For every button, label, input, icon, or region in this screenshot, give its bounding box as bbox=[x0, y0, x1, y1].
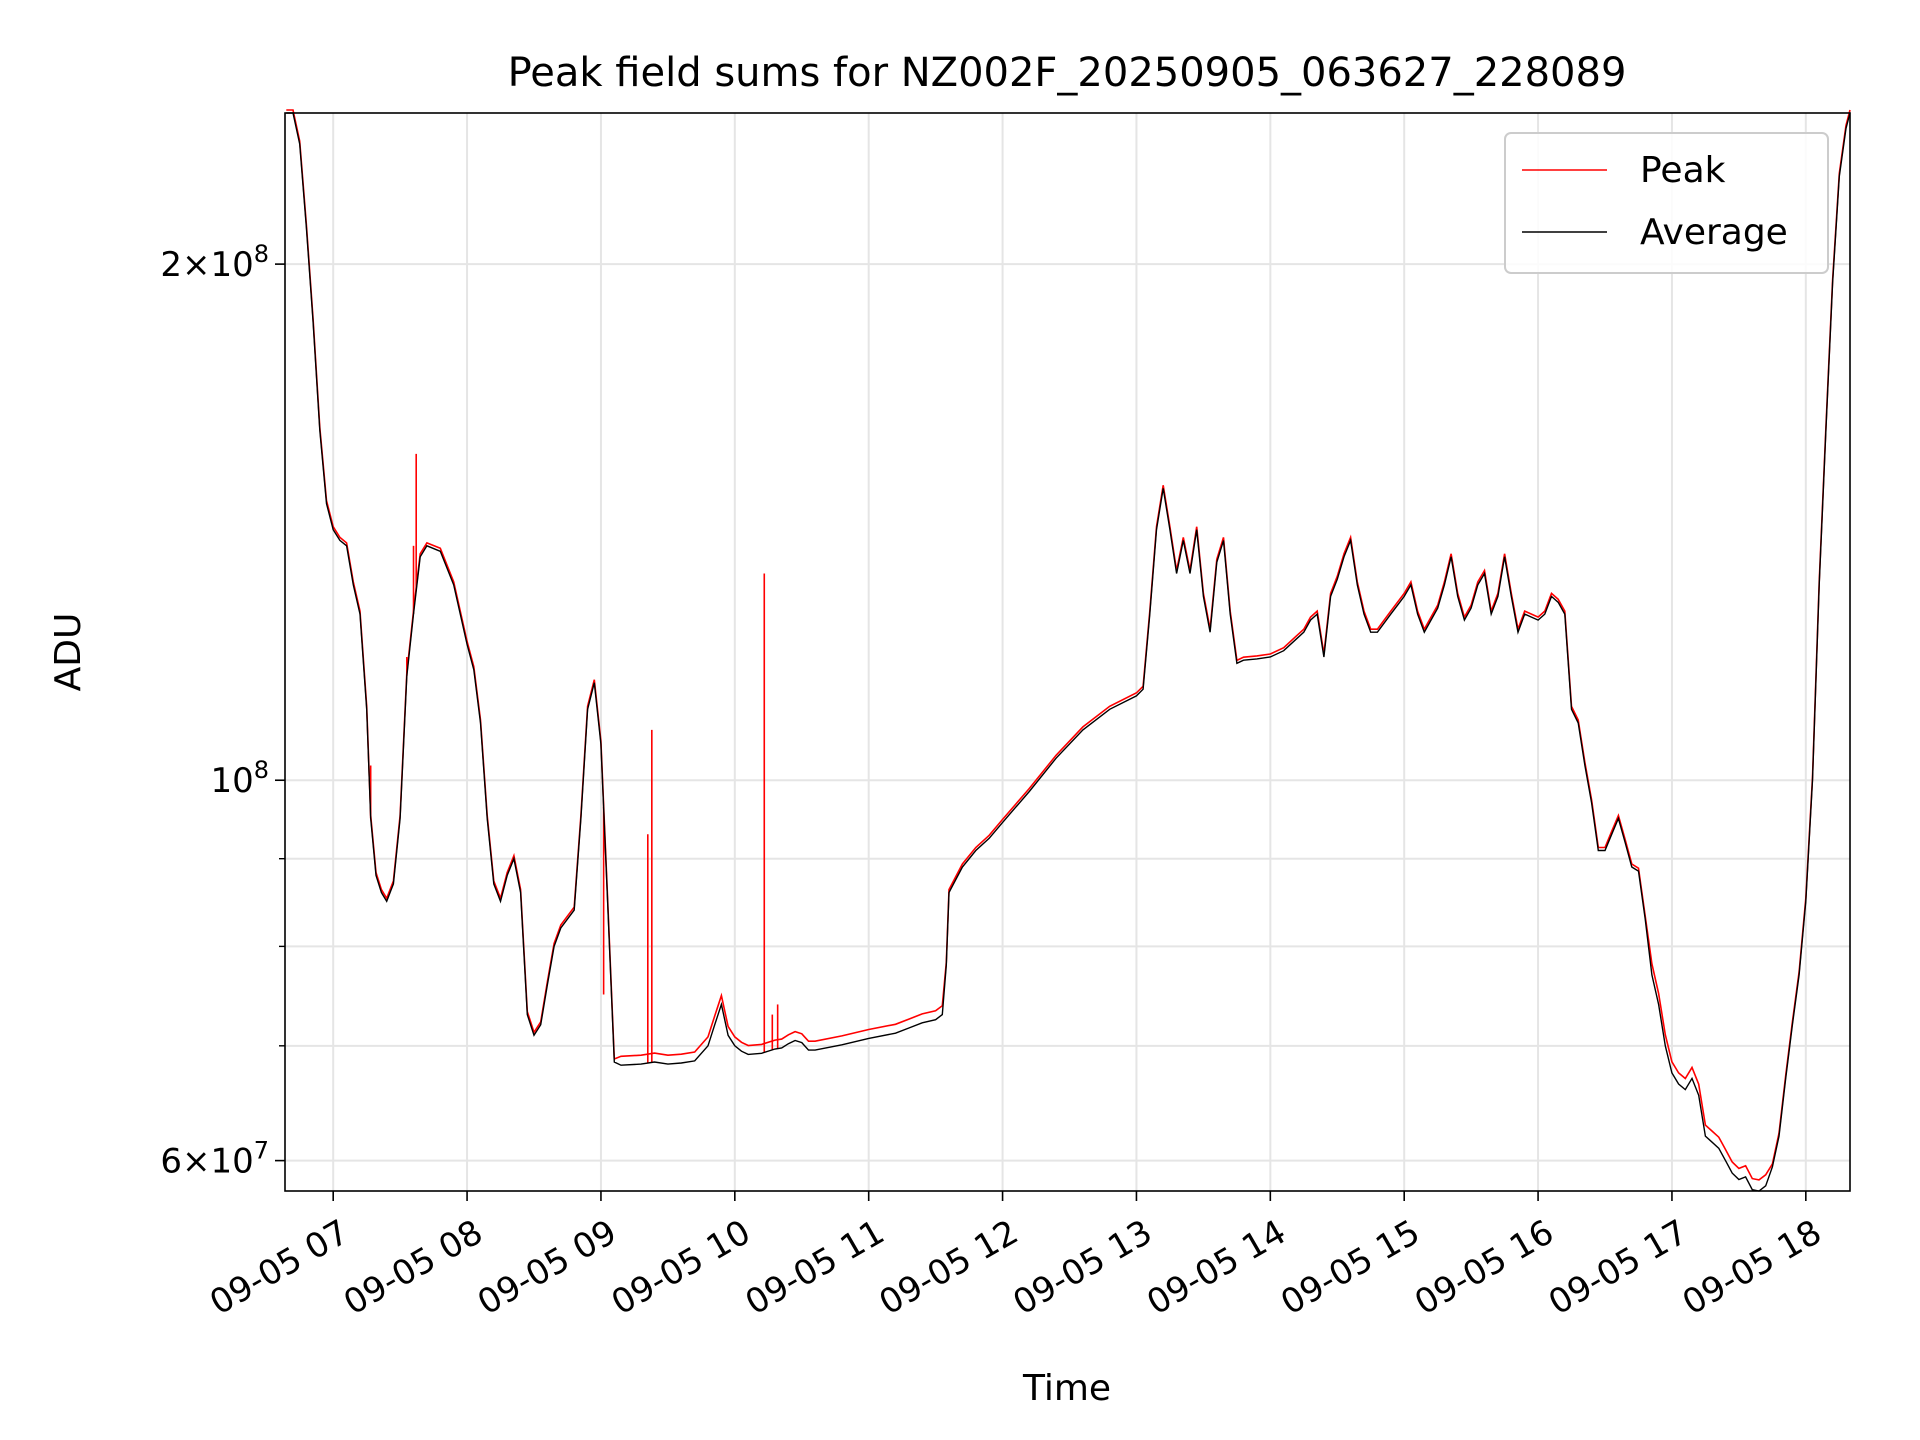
x-axis-label: Time bbox=[1022, 1368, 1111, 1409]
y-axis-label: ADU bbox=[48, 613, 89, 692]
chart-title: Peak field sums for NZ002F_20250905_0636… bbox=[508, 50, 1627, 96]
grid-lines bbox=[285, 113, 1850, 1191]
legend-box bbox=[1504, 132, 1829, 274]
y-tick-label: 108 bbox=[210, 756, 269, 801]
legend-average-label: Average bbox=[1640, 212, 1788, 253]
series-lines bbox=[286, 109, 1851, 1192]
legend-peak-label: Peak bbox=[1640, 150, 1726, 191]
plot-area-frame bbox=[284, 112, 1851, 1192]
legend: Peak Average bbox=[1504, 132, 1829, 274]
average-series-line bbox=[286, 112, 1851, 1192]
y-tick-label: 6×107 bbox=[160, 1137, 269, 1182]
y-tick-label: 2×108 bbox=[160, 240, 269, 285]
y-axis-ticks: 6×107 108 2×108 bbox=[160, 240, 285, 1182]
